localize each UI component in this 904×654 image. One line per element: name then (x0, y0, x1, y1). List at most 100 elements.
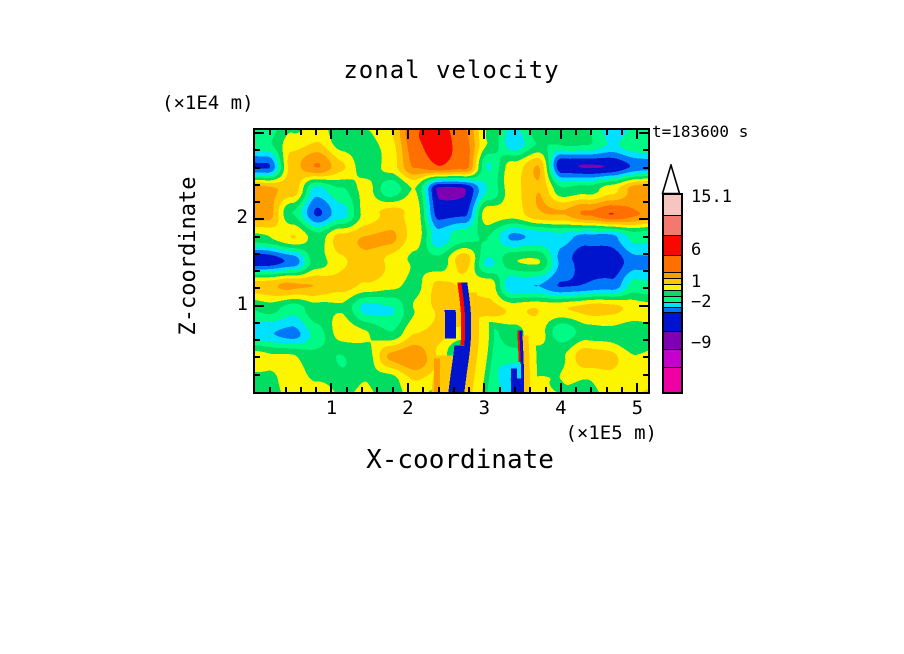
x-minor-tick (514, 387, 516, 392)
x-minor-tick (590, 130, 592, 135)
x-major-tick (483, 130, 485, 139)
x-minor-tick (269, 130, 271, 135)
x-minor-tick (285, 387, 287, 392)
y-axis-title: Z-coordinate (176, 176, 201, 336)
plot-area (253, 128, 650, 394)
y-tick-label: 2 (236, 206, 248, 229)
y-axis-unit-label: (×1E4 m) (162, 92, 254, 114)
y-major-tick (255, 305, 264, 307)
x-minor-tick (468, 130, 470, 135)
x-minor-tick (346, 130, 348, 135)
y-minor-tick (643, 149, 648, 151)
x-axis-unit-label: (×1E5 m) (565, 422, 657, 444)
x-minor-tick (621, 130, 623, 135)
colorbar-segment (664, 215, 681, 235)
colorbar-segment (664, 195, 681, 215)
y-minor-tick (255, 201, 260, 203)
colorbar-segment (664, 302, 681, 307)
x-major-tick (636, 383, 638, 392)
colorbar (662, 193, 683, 394)
colorbar-tick-label: 15.1 (691, 187, 732, 207)
x-minor-tick (269, 387, 271, 392)
colorbar-segment (664, 255, 681, 272)
y-minor-tick (643, 356, 648, 358)
x-tick-label: 2 (402, 397, 414, 419)
x-minor-tick (315, 387, 317, 392)
colorbar-tick-label: −2 (691, 292, 712, 312)
colorbar-segment (664, 367, 681, 392)
y-minor-tick (255, 253, 260, 255)
y-major-tick (255, 218, 264, 220)
x-minor-tick (453, 130, 455, 135)
x-minor-tick (468, 387, 470, 392)
y-minor-tick (255, 236, 260, 238)
x-minor-tick (285, 130, 287, 135)
x-minor-tick (545, 130, 547, 135)
y-minor-tick (643, 270, 648, 272)
x-minor-tick (453, 387, 455, 392)
x-minor-tick (438, 387, 440, 392)
colorbar-segment (664, 235, 681, 255)
plot-title: zonal velocity (343, 56, 560, 84)
x-minor-tick (499, 387, 501, 392)
x-tick-label: 1 (325, 397, 338, 419)
x-minor-tick (361, 130, 363, 135)
x-minor-tick (575, 387, 577, 392)
x-minor-tick (361, 387, 363, 392)
time-label: t=183600 s (652, 122, 749, 141)
y-minor-tick (643, 253, 648, 255)
colorbar-segment (664, 290, 681, 296)
x-minor-tick (392, 387, 394, 392)
x-minor-tick (499, 130, 501, 135)
x-minor-tick (422, 130, 424, 135)
x-major-tick (560, 383, 562, 392)
x-minor-tick (606, 130, 608, 135)
x-minor-tick (315, 130, 317, 135)
colorbar-segment (664, 278, 681, 284)
y-minor-tick (255, 374, 260, 376)
x-minor-tick (422, 387, 424, 392)
x-minor-tick (300, 130, 302, 135)
y-major-tick (639, 305, 648, 307)
x-axis-title: X-coordinate (366, 445, 554, 475)
x-minor-tick (529, 130, 531, 135)
y-minor-tick (643, 322, 648, 324)
y-minor-tick (255, 270, 260, 272)
colorbar-tick-label: −9 (691, 333, 712, 353)
x-major-tick (407, 383, 409, 392)
y-minor-tick (255, 322, 260, 324)
x-major-tick (483, 383, 485, 392)
x-major-tick (330, 383, 332, 392)
y-minor-tick (255, 149, 260, 151)
x-minor-tick (590, 387, 592, 392)
x-minor-tick (545, 387, 547, 392)
x-minor-tick (514, 130, 516, 135)
x-minor-tick (438, 130, 440, 135)
x-minor-tick (392, 130, 394, 135)
colorbar-overflow-arrow (661, 164, 681, 194)
x-tick-label: 4 (555, 397, 567, 419)
x-major-tick (407, 130, 409, 139)
colorbar-segment (664, 312, 681, 331)
y-minor-tick (643, 287, 648, 289)
y-minor-tick (643, 236, 648, 238)
x-major-tick (636, 130, 638, 139)
y-minor-tick (643, 339, 648, 341)
colorbar-segment (664, 349, 681, 367)
colorbar-tick-label: 6 (691, 240, 702, 260)
y-major-tick (255, 132, 264, 134)
colorbar-segment (664, 307, 681, 312)
x-minor-tick (346, 387, 348, 392)
y-minor-tick (643, 201, 648, 203)
x-tick-label: 5 (631, 397, 644, 419)
x-minor-tick (300, 387, 302, 392)
x-minor-tick (376, 387, 378, 392)
contour-field-canvas (255, 130, 648, 392)
y-minor-tick (643, 167, 648, 169)
colorbar-segment (664, 331, 681, 349)
y-minor-tick (255, 167, 260, 169)
x-minor-tick (529, 387, 531, 392)
colorbar-segment (664, 296, 681, 302)
x-minor-tick (376, 130, 378, 135)
